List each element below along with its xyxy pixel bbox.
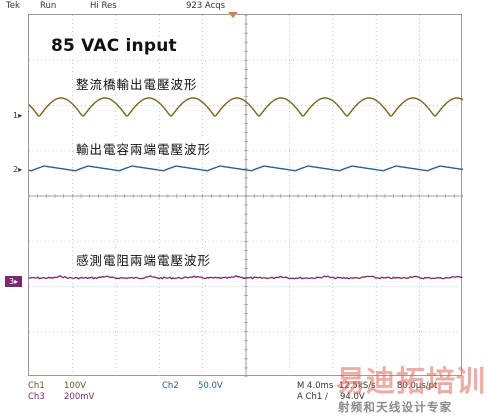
capacitor-waveform-label: 輸出電容兩端電壓波形 (74, 139, 214, 158)
trigger-position-marker (228, 12, 238, 18)
ch3-trace (29, 275, 463, 280)
acquisition-mode: Hi Res (90, 1, 117, 11)
ch2-scale[interactable]: 50.0V (198, 381, 223, 391)
status-bottom-bar: Ch1 100V Ch2 50.0V Ch3 200mV M 4.0ms 12.… (0, 378, 491, 418)
sample-rate: 12.5kS/s (339, 381, 376, 391)
ch2-marker-label: 2 (13, 165, 19, 174)
watermark-subtitle: 射频和天线设计专家 (338, 400, 453, 414)
rectifier-waveform-label: 整流橋輸出電壓波形 (74, 74, 200, 93)
ch1-trace (29, 97, 463, 117)
ch2-trace (29, 165, 463, 172)
resistor-waveform-label: 感測電阻兩端電壓波形 (74, 250, 214, 269)
ch3-label: Ch3 (28, 392, 45, 402)
waveform-display (28, 14, 463, 377)
ch3-marker[interactable]: 3▸ (5, 276, 22, 287)
trigger-level[interactable]: 94.0V (340, 392, 365, 402)
brand-label: Tek (6, 1, 20, 11)
ch2-marker[interactable]: 2▸ (13, 165, 23, 174)
run-state: Run (40, 1, 57, 11)
timebase[interactable]: M 4.0ms (297, 381, 334, 391)
ch1-marker[interactable]: 1▸ (13, 111, 23, 120)
page-title: 85 VAC input (48, 36, 180, 56)
ch3-scale[interactable]: 200mV (64, 392, 95, 402)
trigger-source[interactable]: A Ch1 ∕ (297, 392, 328, 402)
acquisition-count: 923 Acqs (186, 1, 226, 11)
ch2-label: Ch2 (162, 381, 179, 391)
status-top-bar: Tek Run Hi Res 923 Acqs (0, 0, 491, 12)
watermark-logo: 易迪拓培训 (336, 364, 487, 398)
ch1-label: Ch1 (28, 381, 45, 391)
ch3-marker-label: 3 (8, 277, 15, 286)
ch1-scale[interactable]: 100V (64, 381, 87, 391)
ch1-marker-label: 1 (13, 111, 19, 120)
record-interval: 80.0μs/pt (397, 381, 438, 391)
waveform-graticule (29, 15, 463, 377)
